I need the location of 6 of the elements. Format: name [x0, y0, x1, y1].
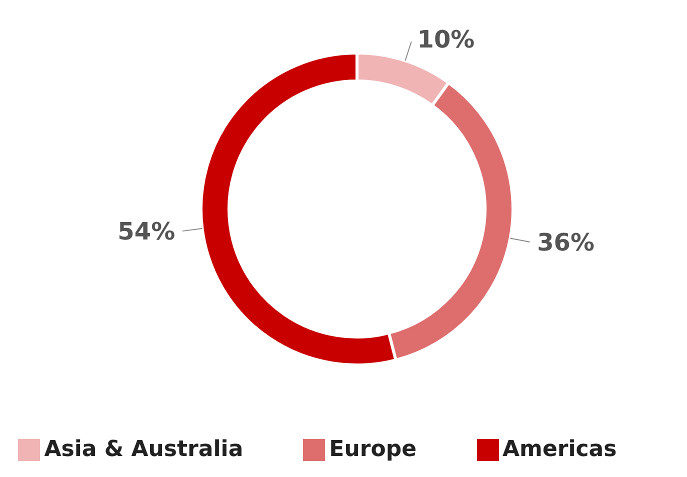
legend-label: Europe	[329, 437, 416, 462]
data-label: 54%	[118, 217, 176, 246]
data-label: 10%	[417, 26, 475, 54]
legend-label: Americas	[502, 437, 617, 462]
legend-label: Asia & Australia	[44, 437, 244, 462]
data-label: 36%	[537, 228, 595, 256]
